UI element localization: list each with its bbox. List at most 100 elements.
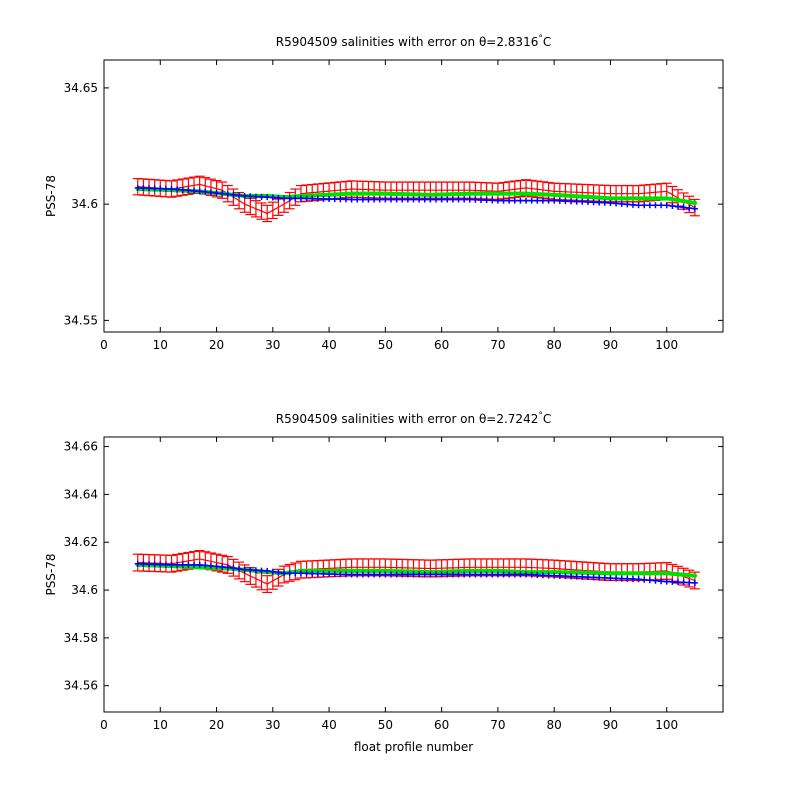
chart2-ytick-label: 34.58 [64, 631, 98, 645]
chart1-data-point [433, 192, 439, 197]
chart1-data-point [619, 196, 624, 201]
chart1-data-point [484, 191, 489, 196]
chart2-data-point [466, 571, 473, 578]
chart1-data-point [388, 191, 394, 197]
chart2-series-3 [134, 560, 698, 586]
chart2-data-point [602, 570, 608, 576]
chart2-data-point [500, 571, 507, 578]
chart2-ytick-label: 34.62 [64, 535, 98, 549]
chart2-data-point [613, 571, 619, 576]
chart2-data-point [681, 572, 686, 577]
chart1-data-point [196, 188, 203, 195]
chart1-data-point [580, 194, 585, 199]
chart1-data-point [669, 202, 676, 209]
chart1-data-point [365, 196, 372, 203]
chart1-xtick-label: 70 [490, 338, 505, 352]
chart2-data-point [455, 571, 462, 578]
chart2-data-point [303, 570, 310, 577]
chart2-data-point [400, 569, 405, 574]
chart1-data-point [360, 191, 366, 196]
chart2-data-point [354, 571, 361, 578]
chart1-data-point [625, 196, 630, 201]
chart1-data-point [489, 197, 496, 204]
chart1-data-point [382, 196, 389, 203]
chart1-data-point [438, 196, 445, 203]
chart1-data-point [286, 195, 293, 202]
chart1-data-point [449, 196, 456, 203]
chart1-data-point [551, 192, 557, 198]
chart1-data-point [687, 199, 692, 205]
chart2-data-point [523, 571, 530, 578]
chart2-data-point [692, 573, 698, 578]
chart2-data-point [624, 575, 631, 582]
chart1-data-point [585, 194, 591, 200]
chart1-data-point [202, 188, 209, 195]
chart2-data-point [297, 570, 304, 577]
chart1-data-point [394, 191, 399, 197]
chart2-data-point [642, 571, 647, 576]
chart2-data-point [337, 571, 344, 578]
chart1-data-point [252, 193, 259, 200]
chart2-data-point [264, 567, 271, 574]
chart2-ytick-label: 34.64 [64, 487, 98, 501]
chart1-data-point [523, 197, 530, 204]
chart1-data-point [213, 190, 220, 197]
chart2-data-point [607, 575, 614, 582]
chart1-data-point [326, 195, 333, 202]
chart2-data-point [388, 568, 394, 574]
chart1-series-3 [134, 184, 698, 212]
chart1-data-point [416, 192, 422, 197]
chart2-data-point [438, 571, 445, 578]
chart1-data-point [151, 185, 158, 192]
chart1-data-point [410, 196, 417, 203]
chart2-data-point [629, 576, 636, 583]
chart2-data-point [179, 561, 186, 568]
chart2-data-point [568, 573, 575, 580]
chart1-data-point [337, 196, 344, 203]
chart2-data-point [162, 561, 169, 568]
chart1-data-point [162, 185, 169, 192]
chart1-data-point [635, 202, 642, 209]
chart2-xtick-label: 20 [209, 718, 224, 732]
chart1-xtick-label: 60 [434, 338, 449, 352]
chart2-data-point [601, 574, 608, 581]
chart1-data-point [241, 193, 248, 199]
chart1-data-point [247, 193, 254, 200]
chart1-data-point [692, 200, 698, 206]
chart1-data-point [342, 196, 349, 203]
chart1-data-point [674, 203, 681, 210]
chart1-data-point [258, 193, 265, 200]
chart1-xtick-label: 10 [153, 338, 168, 352]
chart1-data-point [590, 199, 597, 206]
chart2-data-point [641, 576, 648, 583]
chart1-data-point [495, 191, 501, 196]
chart2-data-point [134, 560, 141, 567]
chart2-data-point [331, 571, 338, 578]
chart2-title-text: R5904509 salinities with error on θ=2.72… [276, 412, 539, 426]
chart1-data-point [540, 192, 546, 197]
chart1-data-point [376, 196, 383, 203]
chart2-xtick-label: 90 [603, 718, 618, 732]
chart1-data-point [681, 198, 686, 204]
chart2-data-point [377, 568, 382, 574]
chart1-data-point [568, 193, 574, 199]
chart1-data-point [563, 193, 568, 198]
chart2-data-point [597, 570, 602, 576]
chart1-data-point [601, 199, 608, 206]
chart2-data-point [467, 568, 472, 574]
chart2-title-degree: ° [538, 411, 543, 421]
chart1-data-point [680, 204, 687, 211]
chart1: 0 10 20 30 40 50 60 70 80 90 100 34.55 34.6 34.65 R590… [44, 34, 724, 352]
chart2-data-point [495, 568, 501, 574]
chart1-ytick-label: 34.6 [71, 197, 98, 211]
chart2-data-point [591, 570, 596, 576]
chart2-data-point [484, 568, 489, 574]
chart1-data-point [179, 186, 186, 193]
chart1-data-point [597, 195, 602, 200]
chart2-data-point [506, 569, 512, 574]
chart2-data-point [540, 569, 546, 575]
chart1-data-point [579, 198, 586, 205]
chart2-data-point [371, 571, 378, 578]
chart2-data-point [309, 570, 316, 577]
chart1-data-point [134, 184, 141, 191]
